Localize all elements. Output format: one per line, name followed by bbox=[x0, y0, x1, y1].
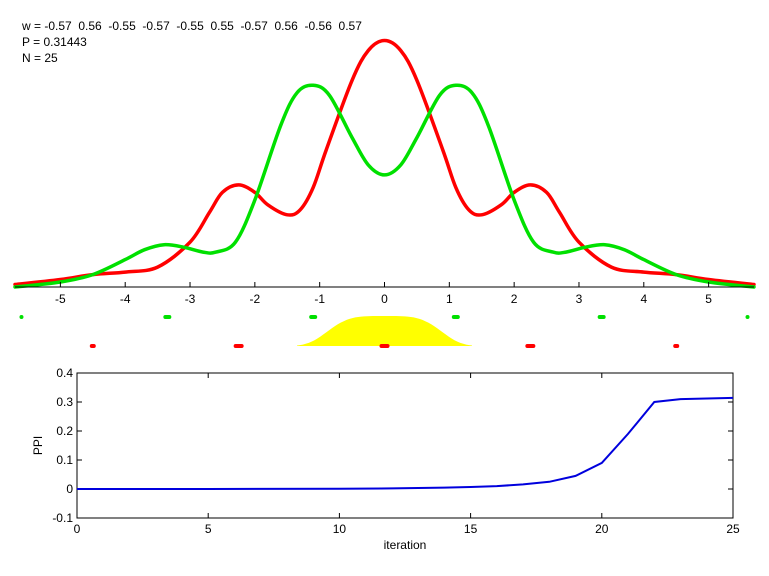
top-x-tick-label: -5 bbox=[55, 292, 66, 306]
n-readout: N = 25 bbox=[22, 51, 58, 65]
green-marker bbox=[19, 315, 24, 319]
probability-readout: P = 0.31443 bbox=[22, 35, 87, 49]
top-x-tick-label: 0 bbox=[381, 292, 388, 306]
red-series-line bbox=[13, 38, 756, 287]
top-x-tick-label: -3 bbox=[185, 292, 196, 306]
ppi-x-tick-label: 10 bbox=[333, 522, 347, 536]
ppi-series-line bbox=[77, 396, 734, 490]
weights-readout: w = -0.57 0.56 -0.55 -0.57 -0.55 0.55 -0… bbox=[22, 19, 362, 33]
green-marker bbox=[745, 315, 750, 319]
ppi-x-tick-label: 25 bbox=[726, 522, 740, 536]
marker-rows bbox=[19, 315, 750, 348]
top-x-tick-label: -1 bbox=[314, 292, 325, 306]
red-marker bbox=[233, 344, 244, 348]
ppi-y-tick-label: 0.3 bbox=[56, 395, 73, 409]
top-x-tick-label: 5 bbox=[705, 292, 712, 306]
top-x-tick-label: 4 bbox=[640, 292, 647, 306]
wavefunction-chart: -5 -4 -3 -2 -1 0 1 2 3 4 5 bbox=[13, 38, 756, 306]
ppi-y-tick-label: 0 bbox=[66, 482, 73, 496]
top-x-tick-label: -4 bbox=[120, 292, 131, 306]
ppi-y-tick-label: -0.1 bbox=[52, 511, 73, 525]
red-marker bbox=[89, 344, 96, 348]
ppi-y-tick-label: 0.4 bbox=[56, 366, 73, 380]
ppi-x-tick-label: 0 bbox=[74, 522, 81, 536]
green-marker bbox=[597, 315, 606, 319]
yellow-density-bump bbox=[296, 316, 473, 346]
ppi-plot-frame bbox=[76, 372, 734, 519]
top-x-tick-label: -2 bbox=[250, 292, 261, 306]
green-marker bbox=[309, 315, 318, 319]
green-marker bbox=[163, 315, 172, 319]
ppi-y-tick-label: 0.1 bbox=[56, 453, 73, 467]
top-x-tick-label: 3 bbox=[576, 292, 583, 306]
green-series-line bbox=[13, 83, 756, 289]
ppi-x-tick-label: 15 bbox=[464, 522, 478, 536]
red-marker bbox=[525, 344, 536, 348]
green-marker bbox=[451, 315, 460, 319]
top-x-tick-label: 2 bbox=[511, 292, 518, 306]
ppi-y-tick-label: 0.2 bbox=[56, 424, 73, 438]
top-x-tick-label: 1 bbox=[446, 292, 453, 306]
ppi-x-tick-label: 20 bbox=[595, 522, 609, 536]
ppi-x-tick-label: 5 bbox=[205, 522, 212, 536]
ppi-x-axis-label: iteration bbox=[384, 538, 427, 552]
ppi-y-axis-label: PPI bbox=[31, 436, 45, 455]
red-marker bbox=[379, 344, 390, 348]
red-marker bbox=[673, 344, 680, 348]
